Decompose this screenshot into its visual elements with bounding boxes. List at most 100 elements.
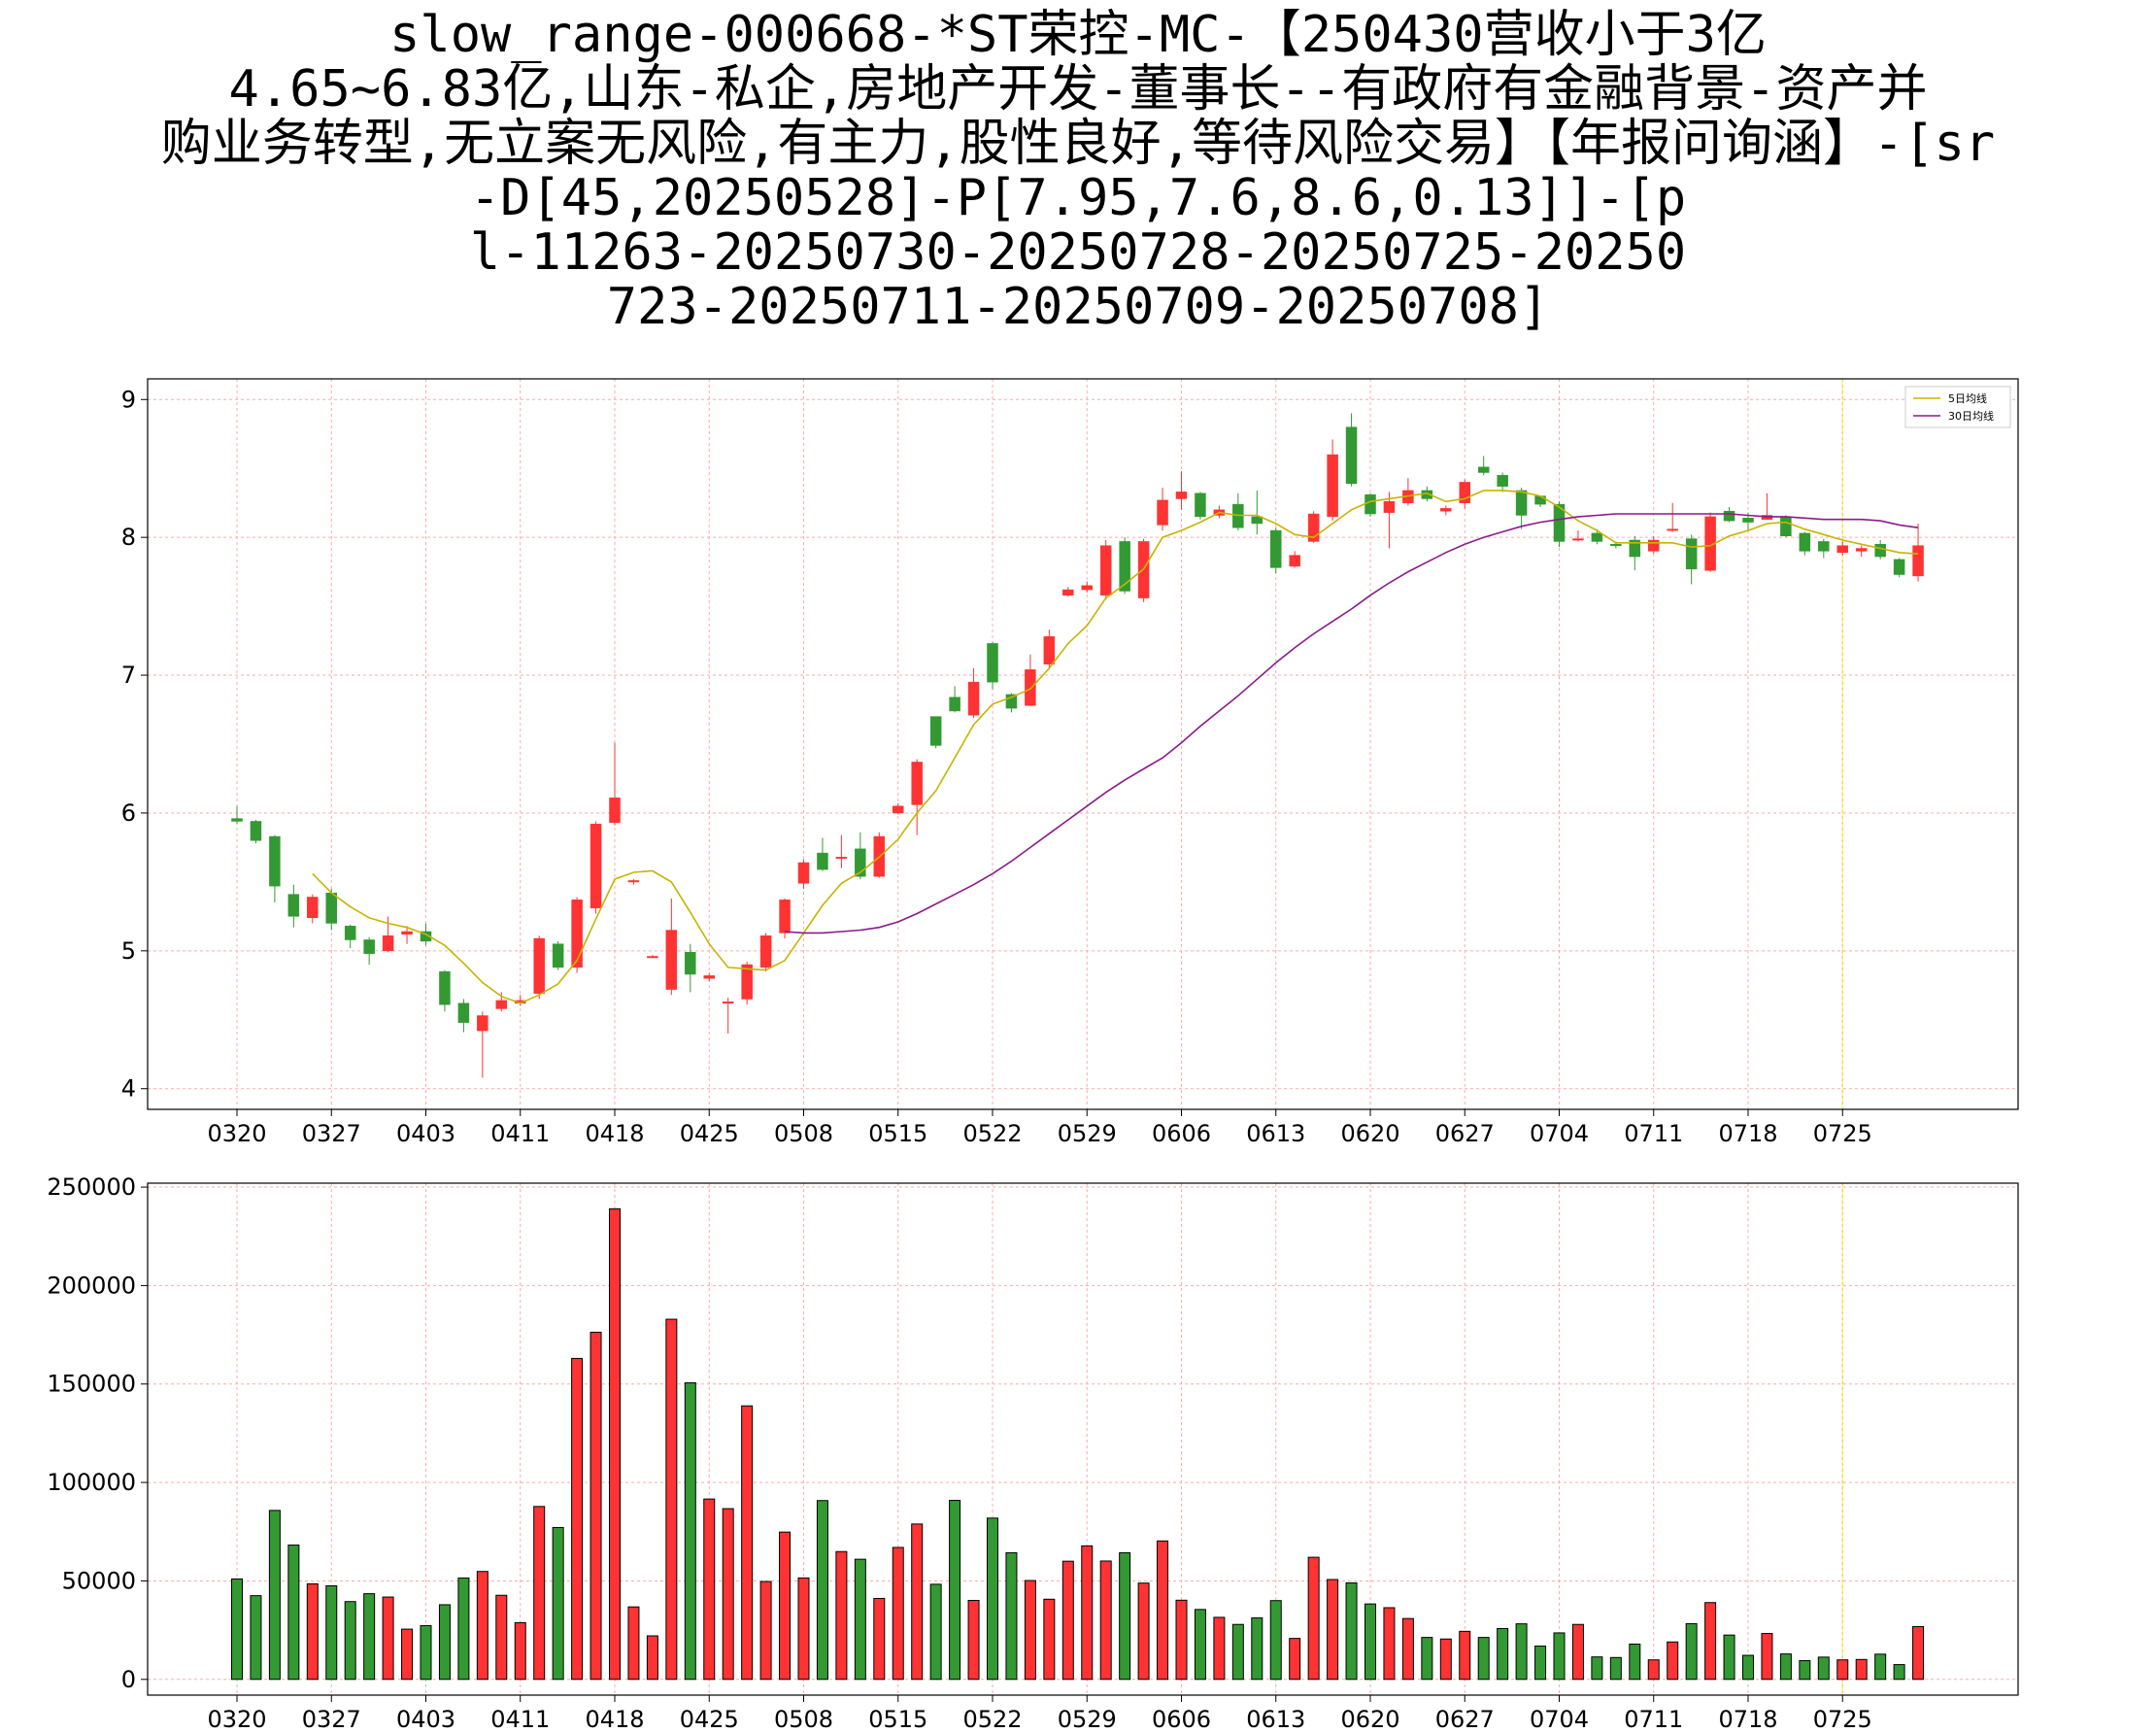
- volume-bar: [363, 1593, 376, 1681]
- price-background: [148, 379, 2018, 1109]
- volume-bar: [1251, 1617, 1263, 1681]
- candle-body: [1307, 513, 1320, 542]
- candle-body: [1119, 541, 1130, 592]
- candle-body: [1099, 545, 1112, 596]
- volume-bar: [627, 1606, 640, 1681]
- volume-bar: [646, 1635, 658, 1681]
- legend-label-ma5: 5日均线: [1948, 391, 1987, 405]
- volume-bar: [1327, 1579, 1339, 1681]
- volume-bar: [1364, 1603, 1376, 1681]
- volume-bar: [382, 1596, 394, 1681]
- volume-bar: [438, 1604, 451, 1681]
- volume-bar: [1194, 1609, 1206, 1681]
- candle-body: [835, 857, 848, 860]
- candle-body: [817, 852, 828, 870]
- candle-body: [1685, 538, 1698, 570]
- legend-label-ma30: 30日均线: [1948, 409, 1994, 423]
- volume-bar: [514, 1621, 526, 1681]
- volume-bar: [665, 1318, 678, 1681]
- volume-bar: [1061, 1560, 1074, 1681]
- volume-bar: [1571, 1623, 1584, 1681]
- volume-bar: [1609, 1656, 1622, 1681]
- volume-bar: [1761, 1633, 1773, 1681]
- y-tick-label: 5: [121, 937, 136, 965]
- x-tick-label: 0606: [1152, 1120, 1211, 1147]
- candle-body: [949, 697, 960, 712]
- y-tick-label: 9: [121, 386, 136, 413]
- volume-bar: [1459, 1630, 1471, 1681]
- volume-bar: [1119, 1551, 1131, 1681]
- candle-body: [1799, 532, 1811, 552]
- ma5-line: [312, 490, 1919, 1004]
- volume-bar: [967, 1600, 980, 1681]
- y-tick-label: 8: [121, 524, 136, 551]
- y-tick-label: 200000: [47, 1272, 136, 1299]
- candle-body: [1459, 482, 1470, 503]
- candle-body: [1025, 669, 1036, 706]
- candle-body: [1477, 466, 1490, 473]
- candle-body: [363, 939, 375, 954]
- volume-bar: [1647, 1659, 1660, 1681]
- candle-body: [1289, 555, 1300, 567]
- candle-body: [1497, 475, 1508, 487]
- candle-body: [703, 975, 715, 979]
- candle-body: [1327, 454, 1338, 518]
- candle-body: [1364, 493, 1376, 515]
- volume-bar: [1477, 1637, 1490, 1681]
- candle-body: [269, 835, 281, 887]
- volume-bar: [250, 1595, 262, 1681]
- x-tick-label: 0620: [1340, 1120, 1399, 1147]
- y-tick-label: 0: [121, 1666, 136, 1693]
- volume-bar: [1269, 1600, 1282, 1681]
- x-tick-label: 0711: [1624, 1120, 1683, 1147]
- x-tick-label: 0425: [680, 1706, 739, 1733]
- x-tick-label: 0725: [1813, 1120, 1872, 1147]
- title-line: -D[45,20250528]-P[7.95,7.6,8.6,0.13]]-[p: [469, 169, 1687, 227]
- volume-bar: [1799, 1660, 1811, 1681]
- candle-body: [1610, 544, 1622, 547]
- candle-body: [1175, 492, 1188, 499]
- x-tick-label: 0320: [207, 1706, 266, 1733]
- candle-body: [665, 930, 678, 990]
- x-tick-label: 0418: [585, 1706, 644, 1733]
- x-tick-label: 0411: [490, 1706, 550, 1733]
- candle-body: [1742, 518, 1754, 523]
- x-tick-label: 0606: [1152, 1706, 1211, 1733]
- volume-bar: [759, 1580, 772, 1681]
- candle-body: [1912, 545, 1924, 577]
- volume-bar: [722, 1508, 734, 1681]
- candle-body: [967, 681, 980, 716]
- candle-body: [1383, 501, 1396, 513]
- x-tick-label: 0515: [868, 1706, 927, 1733]
- candle-body: [1157, 499, 1168, 526]
- candle-body: [457, 1002, 470, 1023]
- volume-bar: [1629, 1644, 1641, 1681]
- volume-bar: [1345, 1581, 1358, 1681]
- x-tick-label: 0403: [396, 1706, 455, 1733]
- candle-body: [1043, 636, 1056, 664]
- volume-bar: [1912, 1625, 1925, 1681]
- volume-bar: [1817, 1656, 1830, 1681]
- candle-body: [647, 956, 658, 959]
- volume-bar: [1685, 1622, 1698, 1681]
- y-tick-label: 100000: [47, 1469, 136, 1496]
- volume-bar: [609, 1207, 621, 1681]
- title-line: slow_range-000668-*ST荣控-MC-【250430营收小于3亿: [389, 6, 1767, 64]
- volume-bar: [835, 1550, 848, 1681]
- volume-bar: [457, 1577, 470, 1681]
- candle-body: [1081, 585, 1093, 591]
- candle-body: [741, 964, 753, 1000]
- candle-body: [1005, 694, 1018, 709]
- volume-bar: [684, 1382, 696, 1681]
- candle-body: [759, 934, 772, 968]
- x-tick-label: 0425: [680, 1120, 739, 1147]
- y-tick-label: 7: [121, 662, 136, 689]
- volume-bar: [1534, 1646, 1547, 1681]
- volume-panel: 0 50000 100000 150000 200000 250000 0320 0327 04…: [47, 1173, 2019, 1733]
- volume-bar: [344, 1601, 356, 1681]
- x-tick-label: 0718: [1718, 1120, 1777, 1147]
- volume-bar: [987, 1517, 998, 1681]
- candle-body: [685, 951, 696, 975]
- candle-body: [911, 762, 923, 805]
- candle-body: [1818, 541, 1830, 552]
